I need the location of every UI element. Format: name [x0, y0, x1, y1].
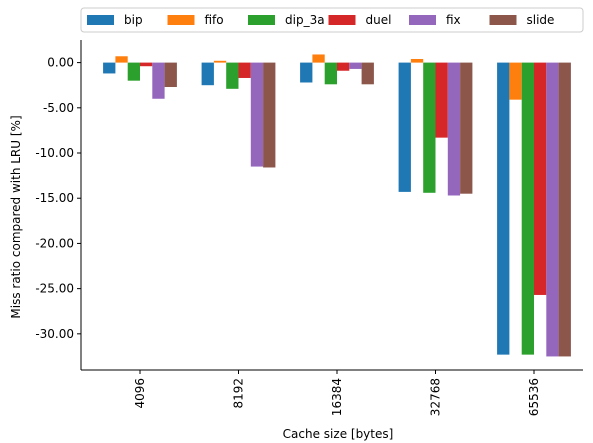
- bar-dip_3a-4096: [127, 62, 140, 81]
- bar-bip-32768: [398, 62, 411, 192]
- x-tick-label-32768: 32768: [429, 378, 443, 416]
- y-tick-label: -15.00: [35, 191, 74, 205]
- x-axis-label: Cache size [bytes]: [283, 427, 394, 441]
- y-tick-label: -5.00: [43, 101, 74, 115]
- bar-dip_3a-8192: [226, 62, 239, 89]
- bar-duel-65536: [534, 62, 547, 295]
- bar-duel-16384: [337, 62, 350, 71]
- bar-fix-32768: [447, 62, 461, 196]
- bar-duel-8192: [238, 62, 251, 78]
- y-tick-label: -20.00: [35, 236, 74, 250]
- legend-label-duel: duel: [366, 13, 392, 27]
- axes: [80, 40, 583, 371]
- bar-duel-4096: [140, 62, 153, 67]
- bars: [103, 54, 571, 357]
- y-axis-ticks: 0.00 -5.00 -10.00 -15.00 -20.00 -25.00 -30.00: [35, 56, 81, 341]
- legend-label-bip: bip: [124, 13, 143, 27]
- bar-bip-16384: [300, 62, 313, 83]
- y-axis-label: Miss ratio compared with LRU [%]: [9, 115, 23, 318]
- bar-fifo-32768: [410, 58, 424, 63]
- y-tick-label: -10.00: [35, 146, 74, 160]
- bar-slide-8192: [263, 62, 276, 168]
- bar-fix-8192: [250, 62, 264, 167]
- x-tick-label-4096: 4096: [133, 378, 147, 409]
- legend-label-slide: slide: [527, 13, 555, 27]
- bar-fix-4096: [152, 62, 165, 99]
- bar-fix-65536: [546, 62, 559, 357]
- bar-fix-16384: [349, 62, 362, 69]
- x-axis-ticks: 4096 8192 16384 32768 65536: [133, 370, 541, 416]
- bar-slide-65536: [558, 62, 571, 357]
- y-tick-label: 0.00: [47, 56, 74, 70]
- bar-bip-65536: [497, 62, 510, 355]
- bar-fifo-4096: [115, 56, 128, 63]
- legend-swatch-dip_3a: [248, 15, 275, 25]
- x-tick-label-8192: 8192: [232, 378, 246, 409]
- bar-fifo-65536: [509, 62, 522, 100]
- bar-dip_3a-32768: [423, 62, 436, 193]
- y-tick-label: -25.00: [35, 282, 74, 296]
- legend-swatch-bip: [87, 15, 114, 25]
- bar-slide-4096: [164, 62, 177, 88]
- legend-swatch-duel: [328, 15, 356, 25]
- bar-dip_3a-16384: [324, 62, 337, 85]
- bar-dip_3a-65536: [521, 62, 534, 355]
- legend-label-fix: fix: [446, 13, 461, 27]
- bar-bip-8192: [201, 62, 214, 86]
- bar-bip-4096: [103, 62, 116, 74]
- legend-swatch-slide: [489, 15, 517, 25]
- bar-fifo-8192: [213, 60, 227, 63]
- y-tick-label: -30.00: [35, 327, 74, 341]
- bar-slide-16384: [361, 62, 374, 85]
- legend-swatch-fix: [409, 15, 436, 25]
- bar-duel-32768: [435, 62, 448, 138]
- legend-label-fifo: fifo: [205, 13, 224, 27]
- legend: bip fifo dip_3a duel fix slide: [80, 7, 584, 33]
- bar-fifo-16384: [312, 54, 325, 63]
- bar-slide-32768: [460, 62, 473, 194]
- x-tick-label-65536: 65536: [527, 378, 541, 416]
- legend-label-dip_3a: dip_3a: [285, 13, 325, 27]
- legend-swatch-fifo: [167, 15, 195, 25]
- x-tick-label-16384: 16384: [330, 378, 344, 416]
